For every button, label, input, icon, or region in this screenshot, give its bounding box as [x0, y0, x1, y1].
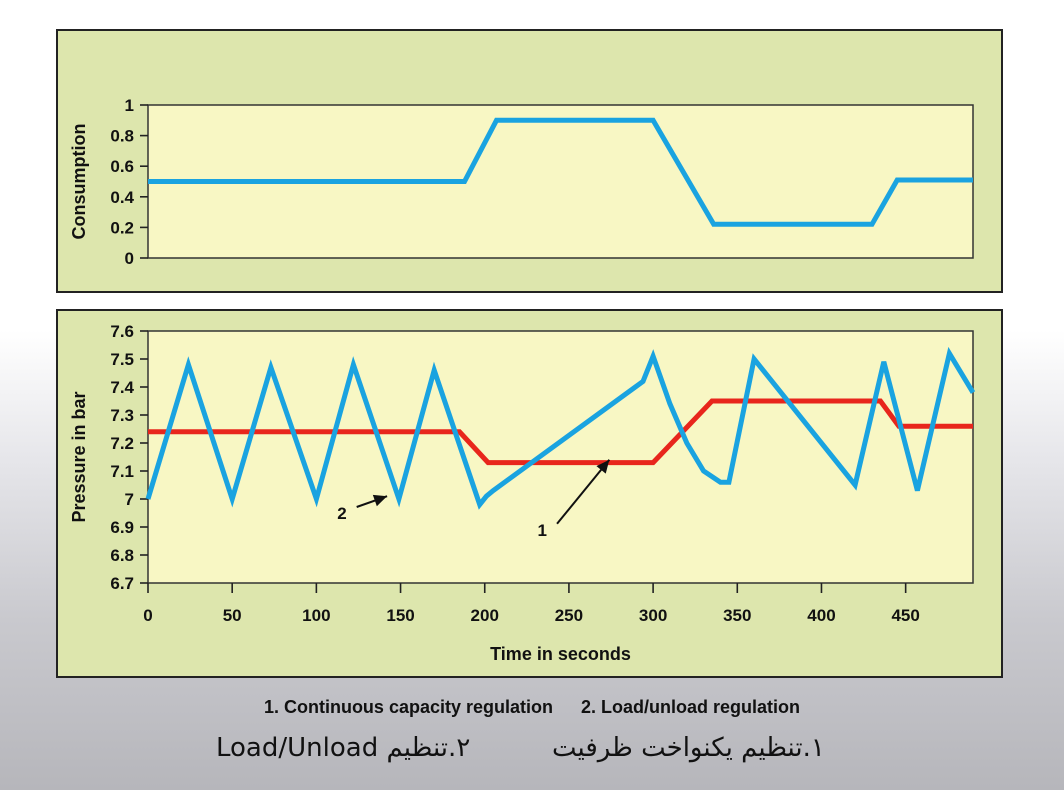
x-tick-label: 300 [639, 606, 667, 625]
annotation-arrowhead [596, 459, 610, 474]
annotation-label: 1 [538, 521, 547, 540]
pressure-chart-panel: 7.6 7.5 7.4 7.3 7.2 7.1 7 6.9 6.8 6.7 0 50 100 150 200… [56, 309, 1003, 678]
y-tick-label: 7.4 [110, 378, 134, 397]
persian-caption-item-1: ۱.تنظیم یکنواخت ظرفیت [552, 733, 825, 763]
x-tick-label: 400 [807, 606, 835, 625]
x-tick-label: 100 [302, 606, 330, 625]
y-tick-label: 0.8 [110, 127, 134, 146]
legend-caption: 1. Continuous capacity regulation 2. Loa… [0, 697, 1064, 718]
y-tick-label: 7.3 [110, 406, 134, 425]
annotation-arrowhead [372, 494, 388, 507]
annotation-label: 2 [337, 504, 346, 523]
x-tick-label: 0 [143, 606, 152, 625]
y-tick-label: 7.2 [110, 434, 134, 453]
x-tick-label: 200 [471, 606, 499, 625]
y-tick-label: 0.6 [110, 157, 134, 176]
series-line-1 [148, 117, 973, 227]
y-axis-label: Pressure in bar [69, 391, 89, 522]
persian-caption-item-2: ۲.تنظیم Load/Unload [216, 733, 471, 763]
y-tick-label: 7 [125, 490, 134, 509]
x-tick-label: 250 [555, 606, 583, 625]
y-tick-label: 0 [125, 249, 134, 268]
y-tick-label: 7.5 [110, 350, 134, 369]
legend-item-2: 2. Load/unload regulation [581, 697, 801, 717]
y-tick-label: 1 [125, 96, 134, 115]
y-axis-label: Consumption [69, 124, 89, 240]
pressure-chart: 7.6 7.5 7.4 7.3 7.2 7.1 7 6.9 6.8 6.7 0 50 100 150 200… [69, 322, 976, 664]
consumption-chart-panel: 1 0.8 0.6 0.4 0.2 0 Consumption [56, 29, 1003, 293]
series-line-2 [145, 346, 976, 510]
y-tick-label: 6.8 [110, 546, 134, 565]
x-tick-label: 150 [386, 606, 414, 625]
x-tick-label: 450 [891, 606, 919, 625]
y-tick-label: 7.6 [110, 322, 134, 341]
legend-item-1: 1. Continuous capacity regulation [263, 697, 553, 717]
x-axis-label: Time in seconds [490, 644, 631, 664]
x-tick-label: 50 [223, 606, 242, 625]
y-tick-label: 6.9 [110, 518, 134, 537]
consumption-chart: 1 0.8 0.6 0.4 0.2 0 Consumption [69, 96, 974, 268]
annotation-arrow [556, 459, 611, 525]
y-tick-label: 0.4 [110, 188, 134, 207]
x-tick-label: 350 [723, 606, 751, 625]
y-tick-label: 7.1 [110, 462, 134, 481]
y-tick-label: 0.2 [110, 218, 134, 237]
y-tick-label: 6.7 [110, 574, 134, 593]
